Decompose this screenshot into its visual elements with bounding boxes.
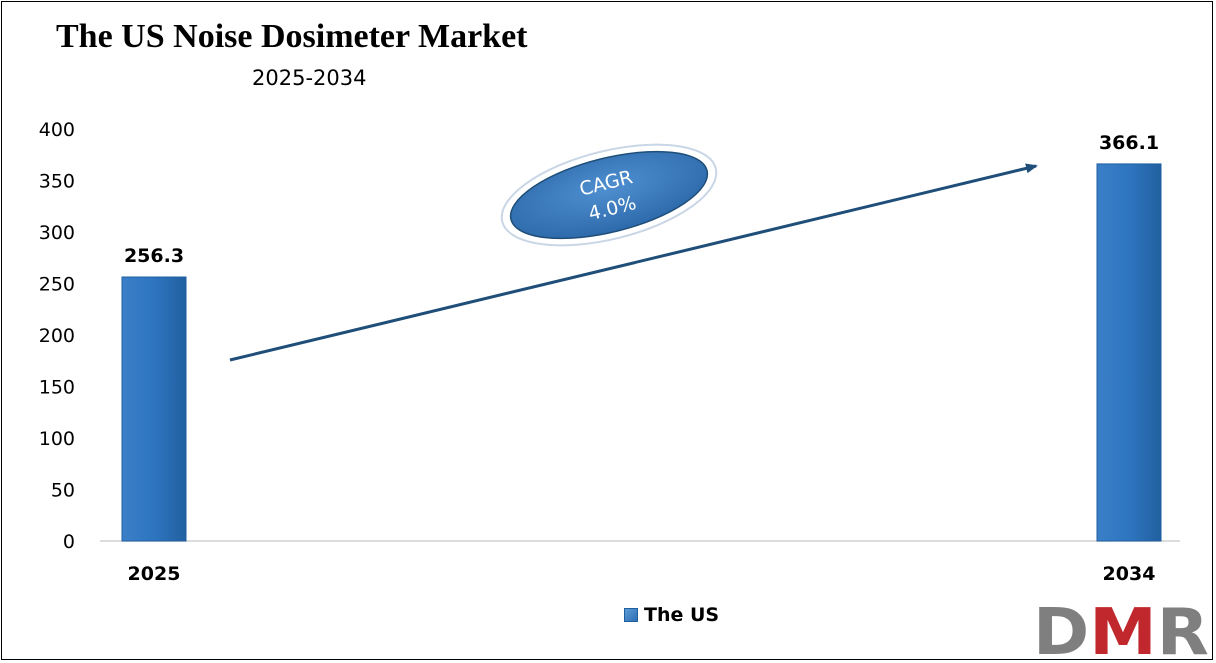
bar-2025 [121,276,187,542]
y-tick-label: 150 [39,377,75,399]
dmr-logo: DMR [1033,600,1209,658]
svg-text:DMR: DMR [1033,600,1209,658]
x-tick-label: 2025 [128,563,181,585]
cagr-badge: CAGR 4.0% [500,143,718,247]
x-axis-ticks: 2025 2034 [128,563,1156,585]
y-tick-label: 0 [63,531,75,553]
chart-subtitle: 2025-2034 [252,66,367,90]
bars-group: 256.3 366.1 [121,132,1162,542]
legend-label: The US [644,604,720,626]
trend-arrow [229,163,1038,362]
x-tick-label: 2034 [1103,563,1156,585]
y-tick-label: 50 [51,480,75,502]
y-tick-label: 100 [39,428,75,450]
y-tick-label: 400 [39,119,75,141]
bar-2034 [1096,163,1162,542]
chart-title: The US Noise Dosimeter Market [56,18,528,55]
y-tick-label: 300 [39,222,75,244]
legend-swatch [624,608,638,622]
y-tick-label: 350 [39,171,75,193]
y-tick-label: 200 [39,325,75,347]
legend: The US [624,604,719,626]
data-label-2025: 256.3 [124,245,184,267]
y-tick-label: 250 [39,274,75,296]
data-label-2034: 366.1 [1099,132,1159,154]
y-axis-ticks: 0 50 100 150 200 250 300 350 400 [39,119,75,553]
